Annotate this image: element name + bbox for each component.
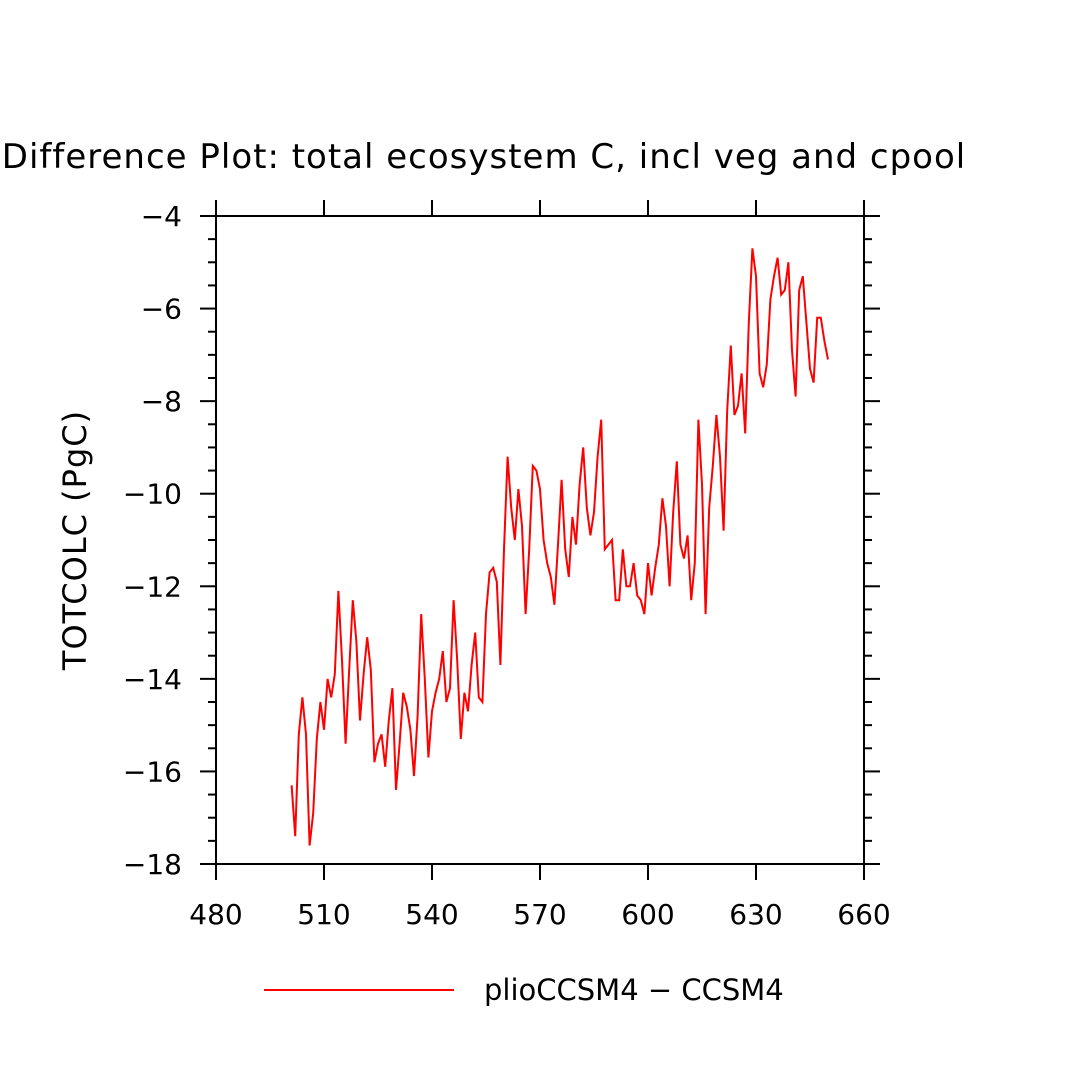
x-tick-label: 630 (729, 898, 782, 931)
y-tick-label: −4 (141, 200, 182, 233)
legend: plioCCSM4 − CCSM4 (264, 973, 784, 1007)
y-tick-label: −8 (141, 385, 182, 418)
series-line (290, 248, 829, 846)
x-tick-label: 540 (405, 898, 458, 931)
x-tick-label: 570 (513, 898, 566, 931)
plot-frame (215, 215, 865, 865)
chart-title: Difference Plot: total ecosystem C, incl… (2, 137, 966, 177)
y-tick-label: −6 (141, 293, 182, 326)
x-tick-label: 660 (837, 898, 890, 931)
legend-label: plioCCSM4 − CCSM4 (484, 973, 784, 1007)
y-tick-label: −10 (123, 478, 182, 511)
x-tick-label: 600 (621, 898, 674, 931)
y-axis-label: TOTCOLC (PgC) (56, 410, 94, 671)
axis-ticks (200, 200, 880, 880)
series-group (290, 248, 829, 846)
y-tick-label: −14 (123, 663, 182, 696)
plot-area: 480 510 540 570 600 630 660 −4 −6 −8 −10 −12 −14 −16… (123, 200, 891, 931)
x-axis-tick-labels: 480 510 540 570 600 630 660 (189, 898, 890, 931)
y-tick-label: −18 (123, 848, 182, 881)
x-tick-label: 480 (189, 898, 242, 931)
y-axis-tick-labels: −4 −6 −8 −10 −12 −14 −16 −18 (123, 200, 182, 881)
y-tick-label: −12 (123, 570, 182, 603)
y-tick-label: −16 (123, 755, 182, 788)
x-tick-label: 510 (297, 898, 350, 931)
